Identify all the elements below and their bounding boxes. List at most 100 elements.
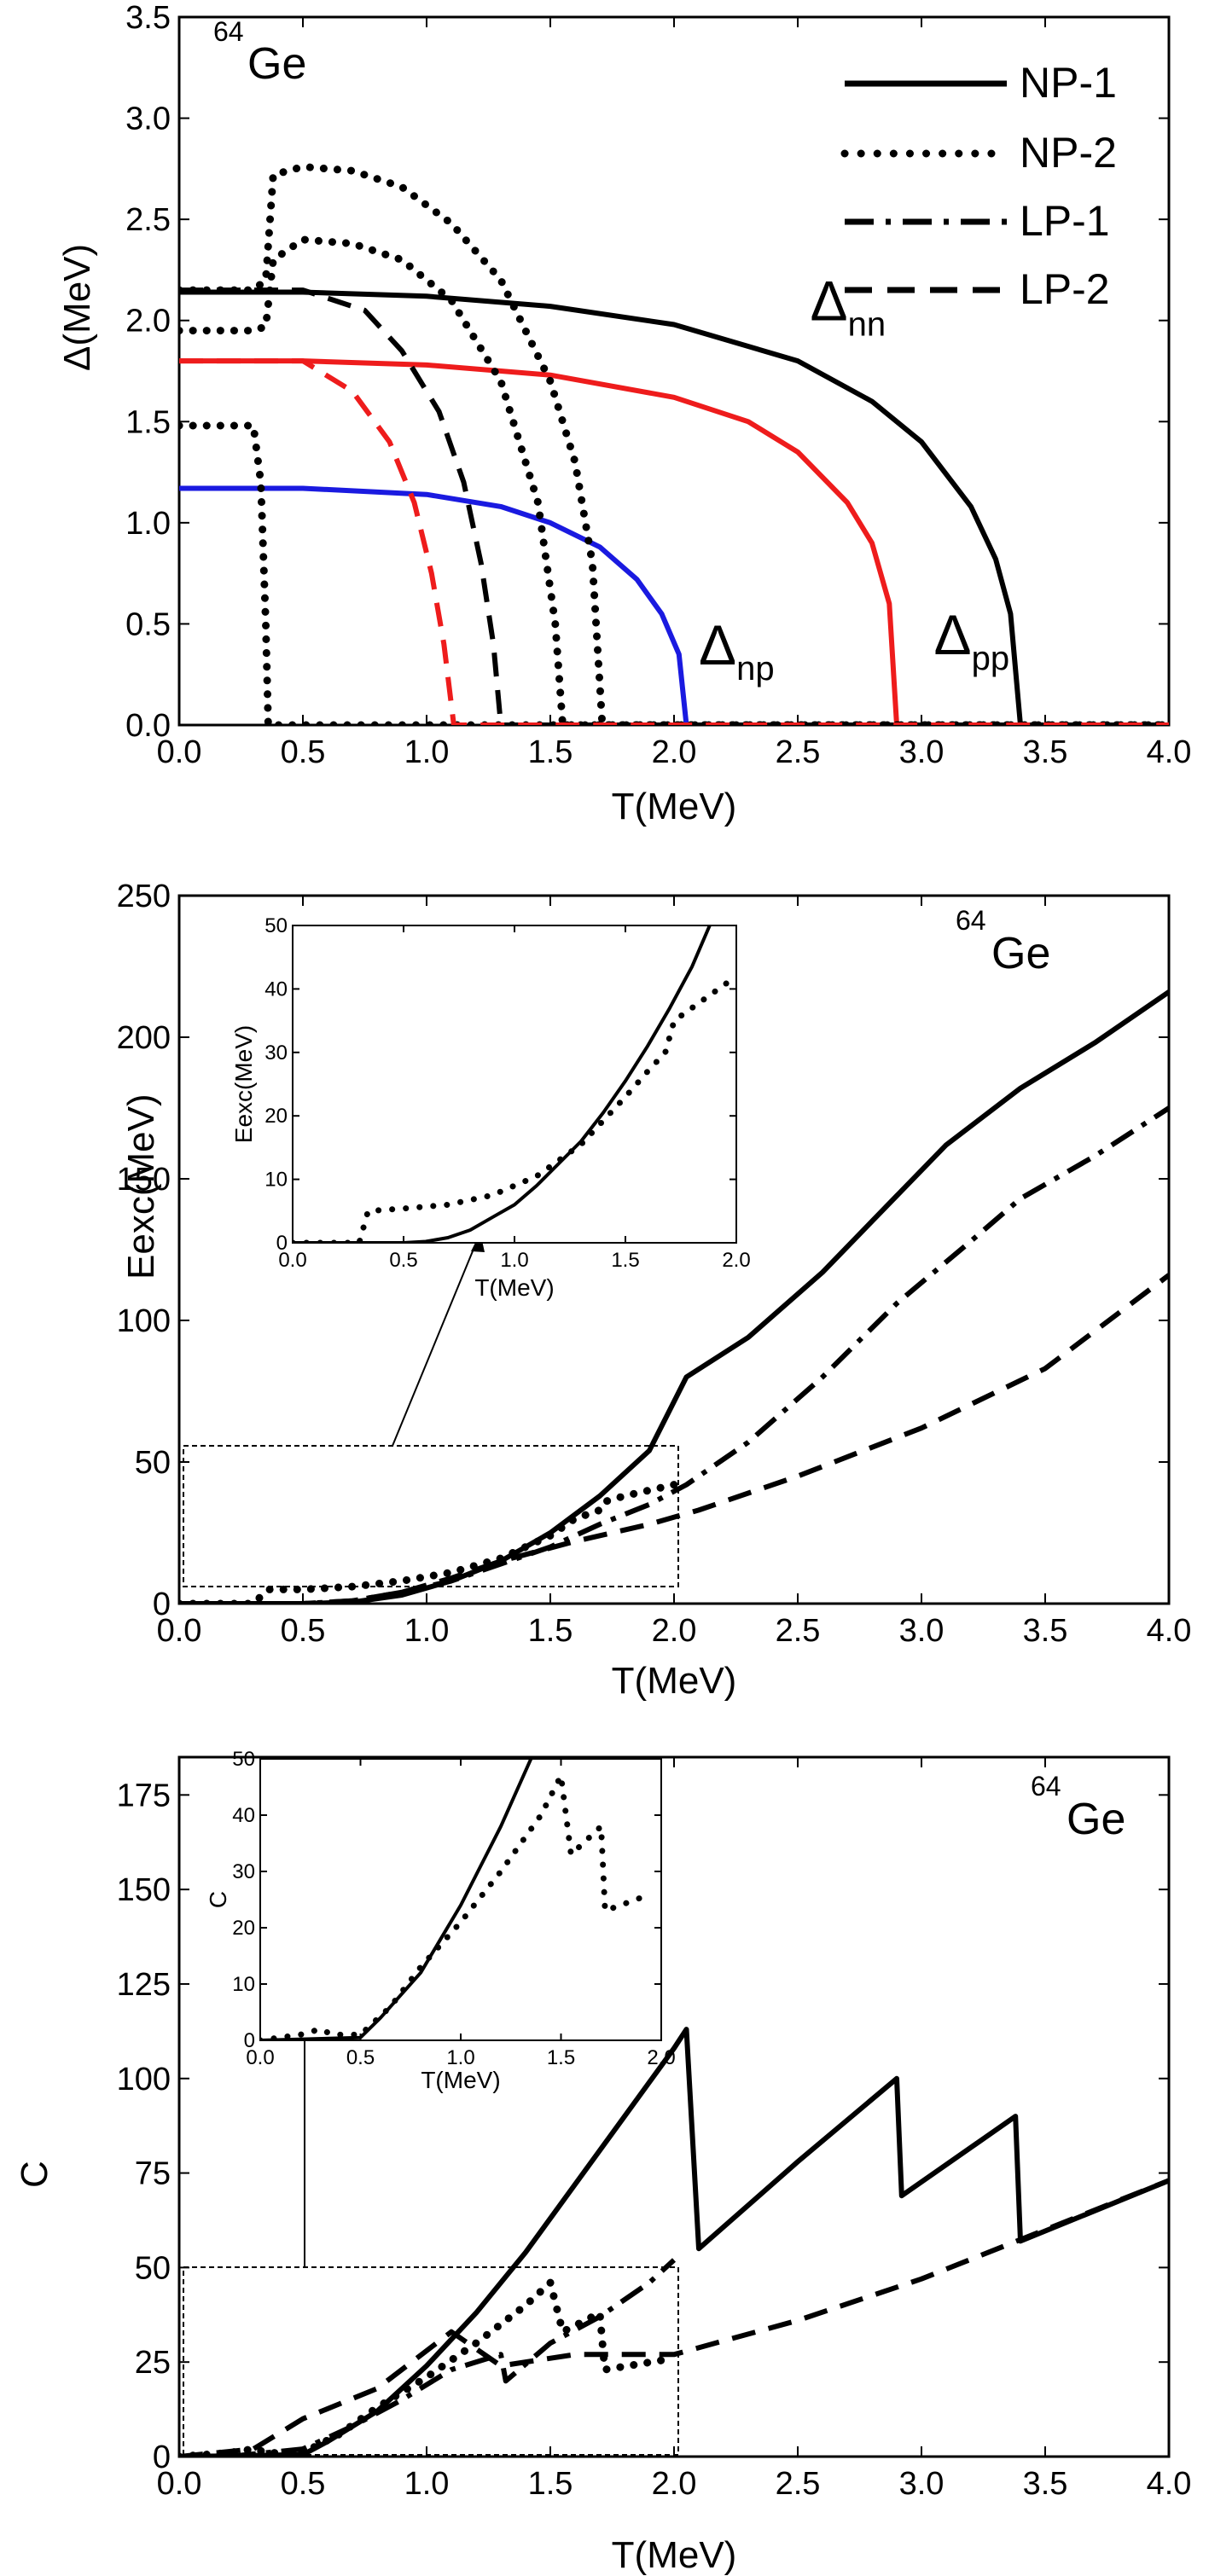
- excitation-inset-x-tick-label: 2.0: [722, 1249, 750, 1272]
- gap-nucleus-label: 64 Ge: [213, 16, 306, 89]
- capacity-y-tick-label: 75: [135, 2156, 171, 2192]
- gap-x-tick-label: 2.5: [776, 734, 821, 770]
- gap-label-np: Δnp: [699, 613, 775, 688]
- gap-label-sub-nn: nn: [848, 306, 886, 344]
- capacity-x-tick-label: 3.5: [1023, 2466, 1068, 2502]
- gap-label-pp: Δpp: [934, 603, 1010, 677]
- capacity-inset-y-tick-label: 0: [244, 2029, 255, 2052]
- capacity-x-tick-label: 2.0: [652, 2466, 697, 2502]
- gap-y-tick-label: 1.0: [125, 506, 171, 542]
- gap-series-np-1-2: [179, 485, 1169, 725]
- excitation-x-axis-label: T(MeV): [612, 1660, 737, 1702]
- capacity-x-tick-label: 0.5: [281, 2466, 326, 2502]
- gap-x-tick-label: 3.5: [1023, 734, 1068, 770]
- gap-x-tick-label: 0.0: [157, 734, 202, 770]
- gap-x-tick-label: 2.0: [652, 734, 697, 770]
- capacity-axes: 0.0 0.5 1.0 1.5 2.0 2.5 3.0 3.5 4.00255075100125…: [117, 1755, 1191, 2502]
- gap-y-tick-label: 3.5: [125, 0, 171, 36]
- excitation-y-tick-label: 250: [117, 879, 171, 914]
- gap-y-tick-label: 2.5: [125, 202, 171, 238]
- gap-x-axis-label: T(MeV): [612, 786, 737, 827]
- capacity-inset-y-tick-label: 10: [232, 1973, 255, 1996]
- capacity-inset-x-tick-label: 2.0: [647, 2046, 675, 2069]
- excitation-zoom-box: [183, 1445, 679, 1587]
- excitation-nucleus-mass: 64: [956, 905, 986, 936]
- capacity-y-tick-label: 0: [153, 2440, 171, 2475]
- gap-x-tick-label: 1.5: [528, 734, 573, 770]
- excitation-inset-y-tick-label: 50: [264, 914, 288, 937]
- gap-nucleus-symbol: Ge: [247, 39, 306, 89]
- excitation-x-tick-label: 3.0: [899, 1613, 945, 1649]
- panel-capacity: 0.0 0.5 1.0 1.5 2.0 2.5 3.0 3.5 4.00255075100125…: [14, 1748, 1191, 2576]
- excitation-series-lp-2-3: [179, 1273, 1169, 1604]
- capacity-x-tick-label: 1.5: [528, 2466, 573, 2502]
- capacity-series-lp-2-3: [179, 2178, 1169, 2457]
- excitation-inset-x-tick-label: 0.5: [389, 1249, 417, 1272]
- capacity-inset-x-tick-label: 1.5: [547, 2046, 575, 2069]
- capacity-inset-x-tick-label: 0.0: [246, 2046, 274, 2069]
- legend-label-np1: NP-1: [1020, 59, 1117, 107]
- gap-series-np-2-4: [179, 163, 1169, 725]
- excitation-x-tick-label: 2.5: [776, 1613, 821, 1649]
- legend-label-lp1: LP-1: [1020, 197, 1110, 245]
- capacity-nucleus-symbol: Ge: [1067, 1795, 1125, 1844]
- capacity-inset-y-label: C: [205, 1891, 231, 1908]
- capacity-y-axis-label: C: [14, 2161, 55, 2188]
- excitation-x-tick-label: 0.0: [157, 1613, 202, 1649]
- capacity-y-tick-label: 175: [117, 1778, 171, 1813]
- excitation-inset: 0.0 0.5 1.0 1.5 2.0 0 10 20 30 40 50 T(MeV) Eexc(MeV…: [230, 914, 751, 1301]
- capacity-inset-x-tick-label: 1.0: [446, 2046, 474, 2069]
- excitation-x-tick-label: 0.5: [281, 1613, 326, 1649]
- excitation-inset-y-tick-label: 0: [276, 1232, 288, 1255]
- capacity-inset-x-label: T(MeV): [421, 2067, 500, 2093]
- excitation-axes: 0.0 0.5 1.0 1.5 2.0 2.5 3.0 3.5 4.00501001502002…: [117, 879, 1192, 1649]
- capacity-y-tick-label: 125: [117, 1967, 171, 2003]
- gap-label-sub-np: np: [736, 650, 775, 688]
- excitation-inset-y-tick-label: 30: [264, 1041, 288, 1065]
- excitation-inset-y-tick-label: 10: [264, 1169, 288, 1192]
- excitation-inset-x-tick-label: 0.0: [278, 1249, 306, 1272]
- gap-x-tick-label: 4.0: [1147, 734, 1192, 770]
- capacity-inset-bg: [260, 1759, 661, 2040]
- capacity-series-np-1-0: [179, 2027, 1169, 2457]
- gap-x-tick-label: 1.0: [404, 734, 450, 770]
- excitation-inset-x-label: T(MeV): [474, 1274, 554, 1301]
- capacity-x-tick-label: 3.0: [899, 2466, 945, 2502]
- gap-series-lp-2-7: [179, 358, 1169, 725]
- gap-y-tick-label: 0.0: [125, 708, 171, 744]
- gap-series-np-2-5: [179, 421, 1169, 725]
- capacity-zoom-box: [183, 2266, 679, 2456]
- gap-series: [179, 163, 1169, 725]
- excitation-inset-y-tick-label: 40: [264, 978, 288, 1001]
- excitation-x-tick-label: 1.0: [404, 1613, 450, 1649]
- capacity-inset-series-np-2-1: [260, 1772, 654, 2040]
- gap-y-tick-label: 3.0: [125, 102, 171, 137]
- excitation-y-tick-label: 100: [117, 1303, 171, 1339]
- excitation-inset-series-np-1-0: [293, 925, 712, 1243]
- capacity-y-tick-label: 100: [117, 2062, 171, 2097]
- capacity-x-tick-label: 2.5: [776, 2466, 821, 2502]
- excitation-inset-series-np-2-1: [293, 973, 736, 1243]
- excitation-x-tick-label: 3.5: [1023, 1613, 1068, 1649]
- gap-series-lp-2-6: [179, 287, 1169, 725]
- excitation-y-axis-label: Eexc(MeV): [120, 1094, 162, 1279]
- gap-x-tick-label: 3.0: [899, 734, 945, 770]
- capacity-series-lp-1-2: [179, 2258, 677, 2457]
- excitation-zoom-arrow: [392, 1232, 481, 1447]
- panel-excitation: 0.0 0.5 1.0 1.5 2.0 2.5 3.0 3.5 4.00501001502002…: [117, 879, 1192, 1702]
- excitation-x-tick-label: 1.5: [528, 1613, 573, 1649]
- capacity-y-tick-label: 150: [117, 1872, 171, 1908]
- capacity-x-tick-label: 1.0: [404, 2466, 450, 2502]
- gap-y-axis-label: Δ(MeV): [56, 244, 98, 371]
- capacity-inset-series-np-1-0: [260, 1759, 533, 2040]
- excitation-nucleus-symbol: Ge: [991, 929, 1050, 978]
- excitation-nucleus-label: 64 Ge: [956, 905, 1050, 978]
- excitation-inset-x-tick-label: 1.5: [611, 1249, 639, 1272]
- gap-series-np-2-3: [179, 235, 1169, 725]
- excitation-series: [179, 989, 1169, 1604]
- gap-y-tick-label: 2.0: [125, 304, 171, 339]
- gap-label-sub-pp: pp: [972, 640, 1010, 677]
- gap-plot-frame: [177, 15, 1171, 727]
- gap-series-np-1-1: [179, 358, 1169, 725]
